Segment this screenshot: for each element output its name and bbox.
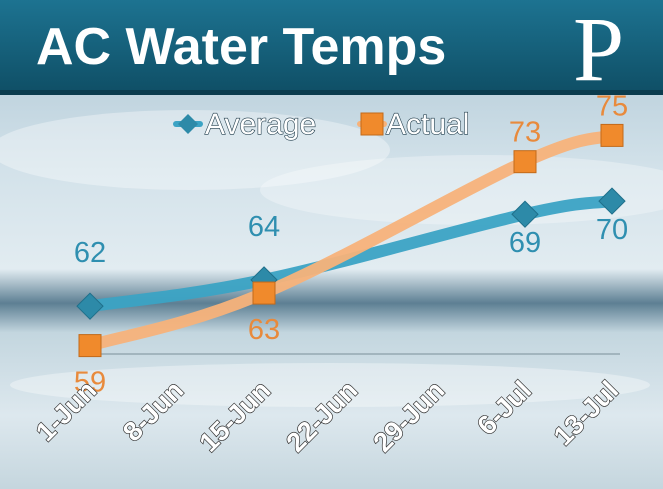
x-tick-label-22-Jun: 22-Jun bbox=[280, 375, 363, 458]
data-label-actual-15-Jun: 63 bbox=[248, 314, 280, 346]
x-tick-label-6-Jul: 6-Jul bbox=[471, 375, 537, 441]
legend-marker-average bbox=[178, 114, 198, 134]
data-label-actual-13-Jul: 75 bbox=[596, 90, 628, 122]
x-tick-label-1-Jun: 1-Jun bbox=[30, 375, 102, 447]
legend-label-actual: Actual bbox=[386, 108, 469, 141]
x-axis-ticks: 1-Jun 8-Jun 15-Jun 22-Jun 29-Jun 6-Jul 13-Jul bbox=[29, 374, 625, 458]
marker-average-6-Jul bbox=[511, 200, 539, 228]
marker-actual-13-Jul bbox=[600, 123, 624, 147]
marker-average-13-Jul bbox=[598, 187, 626, 215]
data-label-actual-6-Jul: 73 bbox=[509, 117, 541, 149]
data-label-actual-1-Jun: 59 bbox=[74, 367, 106, 399]
marker-actual-15-Jun bbox=[252, 281, 276, 305]
data-label-average-15-Jun: 64 bbox=[248, 211, 280, 243]
header-bar bbox=[0, 0, 663, 92]
series-layer: 62 64 69 70 59 63 73 75 bbox=[74, 90, 628, 398]
legend-marker-actual bbox=[360, 112, 384, 136]
marker-average-1-Jun bbox=[76, 292, 104, 320]
x-tick-label-29-Jun: 29-Jun bbox=[367, 375, 450, 458]
data-label-average-1-Jun: 62 bbox=[74, 237, 106, 269]
legend-label-average: Average bbox=[205, 108, 316, 141]
marker-actual-6-Jul bbox=[513, 150, 537, 174]
logo-mark: P bbox=[573, 0, 624, 100]
data-label-average-6-Jul: 69 bbox=[509, 227, 541, 259]
x-tick-label-13-Jul: 13-Jul bbox=[548, 375, 624, 451]
data-label-average-13-Jul: 70 bbox=[596, 214, 628, 246]
chart-title: AC Water Temps bbox=[36, 18, 446, 76]
series-line-actual bbox=[84, 129, 618, 352]
x-tick-label-15-Jun: 15-Jun bbox=[193, 375, 276, 458]
x-tick-label-8-Jun: 8-Jun bbox=[117, 375, 189, 447]
series-line-average bbox=[84, 195, 618, 313]
marker-actual-1-Jun bbox=[78, 334, 102, 358]
legend: Average Actual bbox=[173, 107, 470, 142]
